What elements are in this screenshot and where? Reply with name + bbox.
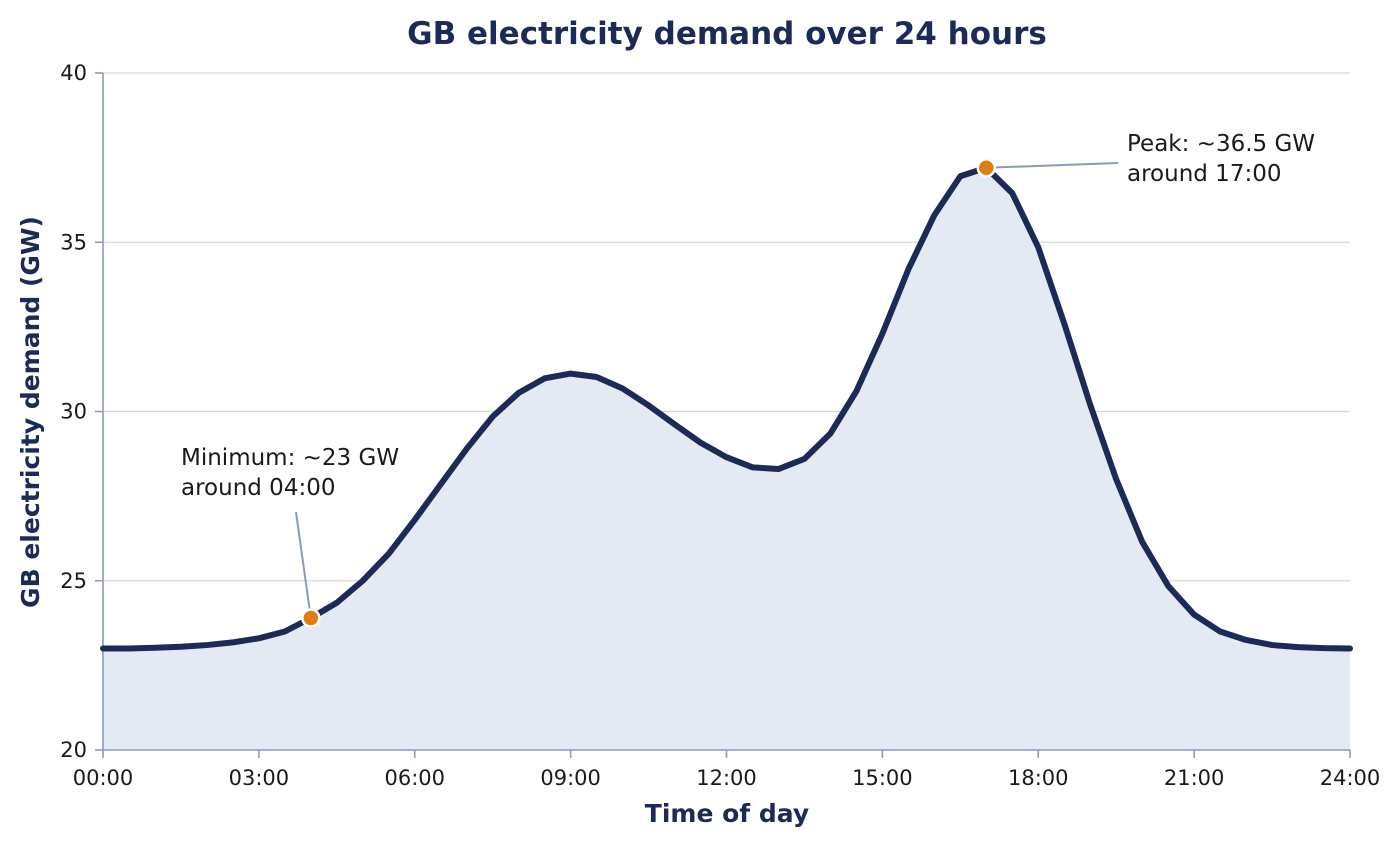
axis-ticks: 20 25 30 35 40 00:00 03:00 06:00 09:00 12:00 15:00… (60, 61, 1380, 790)
x-tick-label: 03:00 (229, 766, 290, 790)
annotation-text: Peak: ~36.5 GW (1127, 131, 1315, 157)
annotation-leader-line (295, 511, 312, 619)
annotation-leader-line (986, 162, 1119, 169)
x-tick-label: 18:00 (1008, 766, 1069, 790)
x-tick-label: 24:00 (1320, 766, 1381, 790)
y-tick-label: 40 (60, 61, 87, 85)
annotation-text: around 04:00 (181, 475, 335, 501)
x-tick-label: 12:00 (696, 766, 757, 790)
x-tick-label: 15:00 (852, 766, 913, 790)
annotation-marker (976, 158, 997, 178)
x-tick-label: 00:00 (73, 766, 134, 790)
chart-title: GB electricity demand over 24 hours (407, 16, 1047, 52)
y-tick-label: 35 (60, 230, 87, 254)
annotation-marker (301, 608, 321, 628)
x-axis-title: Time of day (645, 799, 809, 828)
y-tick-label: 20 (60, 738, 87, 762)
x-tick-label: 09:00 (540, 766, 601, 790)
annotation-text: Minimum: ~23 GW (181, 445, 399, 471)
x-tick-label: 06:00 (384, 766, 445, 790)
annotation-text: around 17:00 (1127, 161, 1281, 187)
y-tick-label: 30 (60, 400, 87, 424)
y-axis-title: GB electricity demand (GW) (16, 216, 45, 608)
annotations: Minimum: ~23 GW around 04:00 Peak: ~36.5 G… (181, 131, 1315, 628)
x-tick-label: 21:00 (1164, 766, 1225, 790)
y-tick-label: 25 (60, 569, 87, 593)
